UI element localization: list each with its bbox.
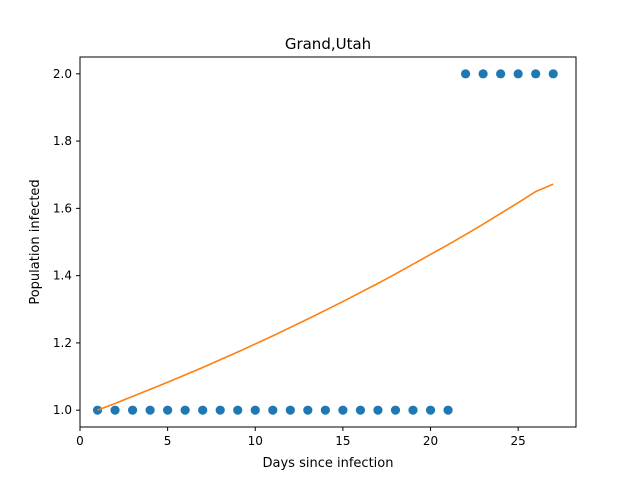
x-tick-label: 20 [423, 434, 438, 448]
scatter-point [373, 405, 383, 415]
scatter-point [355, 405, 366, 415]
x-tick-label: 10 [248, 434, 263, 448]
scatter-point [443, 405, 453, 415]
x-tick-label: 15 [335, 434, 350, 448]
y-axis: 1.0 1.2 1.4 1.6 1.8 2.0 [53, 67, 80, 417]
x-axis-label: Days since infection [263, 456, 394, 471]
axes-frame [79, 56, 577, 428]
plot-area [92, 69, 558, 415]
y-tick-label: 1.4 [53, 269, 72, 283]
scatter-point [250, 405, 260, 415]
scatter-point [478, 69, 488, 79]
y-tick-label: 1.2 [53, 336, 72, 350]
scatter-point [198, 405, 208, 415]
scatter-point [338, 405, 348, 415]
scatter-point [303, 405, 313, 415]
scatter-point [496, 69, 506, 79]
y-axis-label: Population infected [28, 179, 43, 304]
y-tick-label: 1.8 [53, 134, 72, 148]
scatter-point [163, 405, 173, 415]
x-tick-label: 0 [76, 434, 84, 448]
scatter-point [268, 405, 278, 415]
scatter-point [215, 405, 225, 415]
scatter-point [127, 405, 138, 415]
x-tick-label: 5 [164, 434, 172, 448]
scatter-point [390, 405, 401, 415]
x-axis: 0 5 10 15 20 25 [76, 427, 526, 448]
chart-title: Grand,Utah [285, 35, 371, 53]
fit-line [97, 183, 554, 411]
scatter-point [285, 405, 295, 415]
scatter-point [531, 69, 541, 79]
y-tick-label: 2.0 [53, 67, 72, 81]
scatter-point [548, 69, 558, 79]
scatter-point [145, 405, 155, 415]
scatter-point [233, 405, 243, 415]
scatter-point [408, 405, 418, 415]
scatter-point [110, 405, 120, 415]
scatter-point [180, 405, 190, 415]
x-tick-label: 25 [511, 434, 526, 448]
scatter-point [460, 69, 471, 79]
y-tick-label: 1.6 [53, 201, 72, 215]
y-tick-label: 1.0 [53, 403, 72, 417]
scatter-point [513, 69, 523, 79]
scatter-point [425, 405, 436, 415]
scatter-point [320, 405, 330, 415]
